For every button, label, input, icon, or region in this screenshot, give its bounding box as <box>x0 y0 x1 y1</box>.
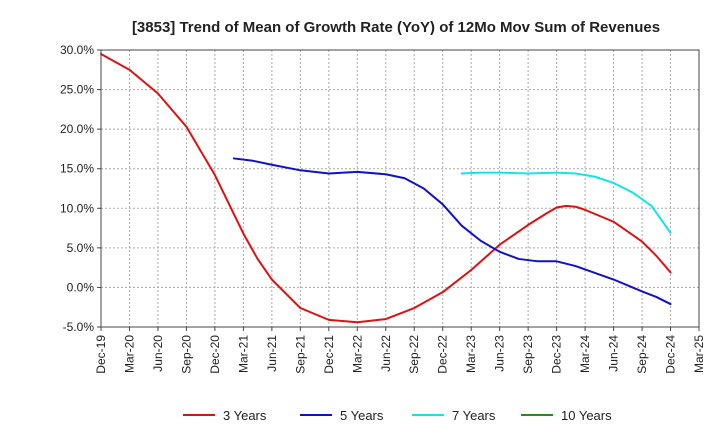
legend-label-7-years: 7 Years <box>452 408 496 423</box>
chart-title: [3853] Trend of Mean of Growth Rate (YoY… <box>132 19 660 36</box>
x-tick-label: Dec-24 <box>664 335 678 374</box>
legend: 3 Years 5 Years 7 Years 10 Years <box>183 408 612 423</box>
x-tick-label: Dec-21 <box>322 335 336 374</box>
x-axis: Dec-19 Mar-20 Jun-20 Sep-20 Dec-20 Mar-21 Jun-… <box>94 327 706 374</box>
series-line-7-years <box>460 171 672 234</box>
x-tick-label: Dec-19 <box>94 335 108 374</box>
x-tick-label: Jun-24 <box>607 335 621 372</box>
legend-label-5-years: 5 Years <box>340 408 384 423</box>
x-tick-label: Jun-21 <box>265 335 279 372</box>
series-layer <box>100 52 672 324</box>
y-tick-label: 15.0% <box>60 162 94 176</box>
x-tick-label: Sep-22 <box>407 335 421 374</box>
x-tick-label: Mar-25 <box>692 335 706 373</box>
x-tick-label: Sep-24 <box>635 335 649 374</box>
x-tick-label: Mar-24 <box>578 335 592 373</box>
y-tick-label: -5.0% <box>63 320 95 334</box>
series-line-3-years <box>100 52 672 324</box>
plot-frame <box>100 49 700 328</box>
x-tick-label: Dec-22 <box>436 335 450 374</box>
x-tick-label: Sep-20 <box>179 335 193 374</box>
y-tick-label: 30.0% <box>60 43 94 57</box>
x-tick-label: Mar-23 <box>464 335 478 373</box>
x-tick-label: Dec-23 <box>550 335 564 374</box>
x-tick-label: Jun-22 <box>379 335 393 372</box>
x-tick-label: Jun-23 <box>493 335 507 372</box>
y-axis: -5.0% 0.0% 5.0% 10.0% 15.0% 20.0% 25.0% 30.0% <box>60 43 101 334</box>
series-line-5-years <box>232 157 672 306</box>
x-tick-label: Mar-22 <box>350 335 364 373</box>
x-tick-label: Mar-21 <box>236 335 250 373</box>
x-tick-label: Dec-20 <box>208 335 222 374</box>
y-tick-label: 5.0% <box>67 241 95 255</box>
legend-label-10-years: 10 Years <box>561 408 612 423</box>
grid <box>100 49 700 328</box>
x-tick-label: Jun-20 <box>151 335 165 372</box>
y-tick-label: 10.0% <box>60 201 94 215</box>
legend-label-3-years: 3 Years <box>223 408 267 423</box>
x-tick-label: Sep-23 <box>521 335 535 374</box>
y-tick-label: 20.0% <box>60 122 94 136</box>
y-tick-label: 0.0% <box>67 280 95 294</box>
x-tick-label: Mar-20 <box>122 335 136 373</box>
y-tick-label: 25.0% <box>60 83 94 97</box>
x-tick-label: Sep-21 <box>293 335 307 374</box>
